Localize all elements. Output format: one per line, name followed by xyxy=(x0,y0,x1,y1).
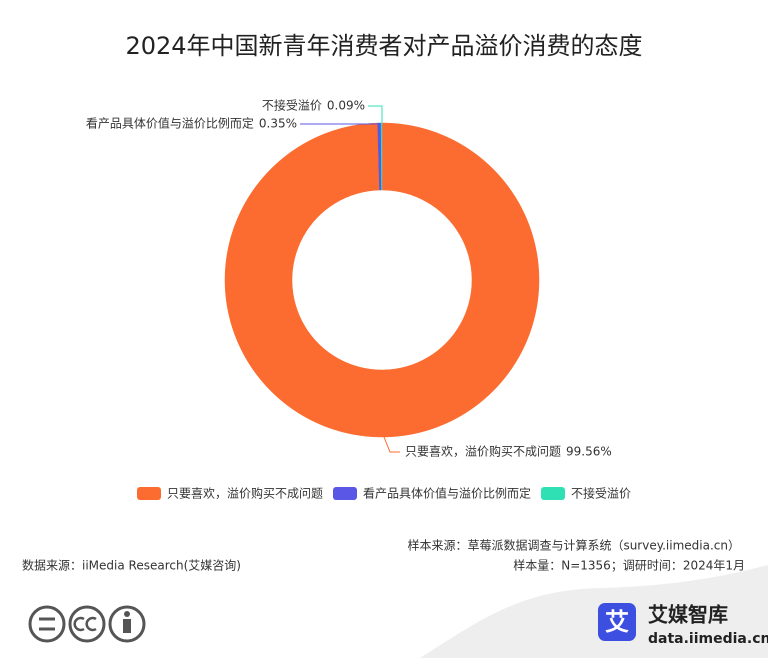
chart-title: 2024年中国新青年消费者对产品溢价消费的态度 xyxy=(125,32,642,60)
logo-icon xyxy=(598,603,636,641)
leader-line xyxy=(383,436,400,453)
donut-slice xyxy=(224,122,540,438)
license-icons xyxy=(28,605,146,643)
logo-name: 艾媒智库 xyxy=(648,603,728,627)
donut-slice xyxy=(380,122,383,191)
logo-url: data.iimedia.cn xyxy=(648,631,768,647)
sample-size: 样本量：N=1356；调研时间：2024年1月 xyxy=(513,558,745,573)
value-label: 0.09% xyxy=(327,99,365,113)
value-label: 99.56% xyxy=(566,445,612,459)
slice-label: 不接受溢价 xyxy=(262,98,322,113)
legend-label: 只要喜欢，溢价购买不成问题 xyxy=(167,486,323,501)
slice-label: 只要喜欢，溢价购买不成问题 xyxy=(405,444,561,459)
legend-label: 看产品具体价值与溢价比例而定 xyxy=(363,486,531,501)
legend-swatch xyxy=(333,487,357,500)
logo-icon-text: 艾 xyxy=(605,608,629,636)
legend-label: 不接受溢价 xyxy=(571,486,631,501)
logo-background xyxy=(420,565,768,658)
slice-label: 看产品具体价值与溢价比例而定 xyxy=(86,116,254,131)
sample-source: 样本来源：草莓派数据调查与计算系统（survey.iimedia.cn） xyxy=(407,538,740,553)
leader-line xyxy=(368,105,383,124)
data-source: 数据来源：iiMedia Research(艾媒咨询) xyxy=(22,558,241,573)
legend-swatch xyxy=(541,487,565,500)
value-label: 0.35% xyxy=(259,117,297,131)
legend-swatch xyxy=(137,487,161,500)
